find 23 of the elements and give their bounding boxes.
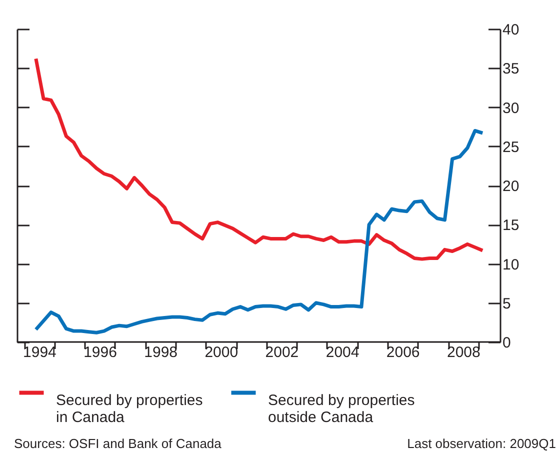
x-tick-label: 2008 [446,344,480,361]
y-tick-label: 10 [502,256,520,274]
x-tick-label: 2000 [204,344,238,361]
y-tick-label: 15 [502,217,520,234]
y-tick-label: 35 [502,60,520,78]
y-tick-label: 40 [502,22,520,38]
x-tick-label: 2004 [326,344,360,361]
x-tick-label: 1996 [84,344,117,361]
line-series [34,56,484,261]
x-tick-label: 1994 [23,344,56,361]
y-tick-label: 20 [502,178,520,195]
x-tick-label: 1998 [144,344,178,361]
y-tick-label: 5 [502,295,511,312]
legend-label: Secured by properties in Canada [56,392,203,426]
source-note: Sources: OSFI and Bank of Canada [14,436,222,451]
y-tick-label: 25 [502,138,520,156]
y-tick-label: 0 [502,334,511,352]
y-tick-label: 30 [502,100,520,117]
x-tick-label: 2006 [386,344,420,361]
x-tick-label: 2002 [265,344,299,361]
legend-label: Secured by properties outside Canada [268,392,415,426]
text: Last observation: 2009Q1 [407,436,556,451]
line-series [34,128,484,334]
